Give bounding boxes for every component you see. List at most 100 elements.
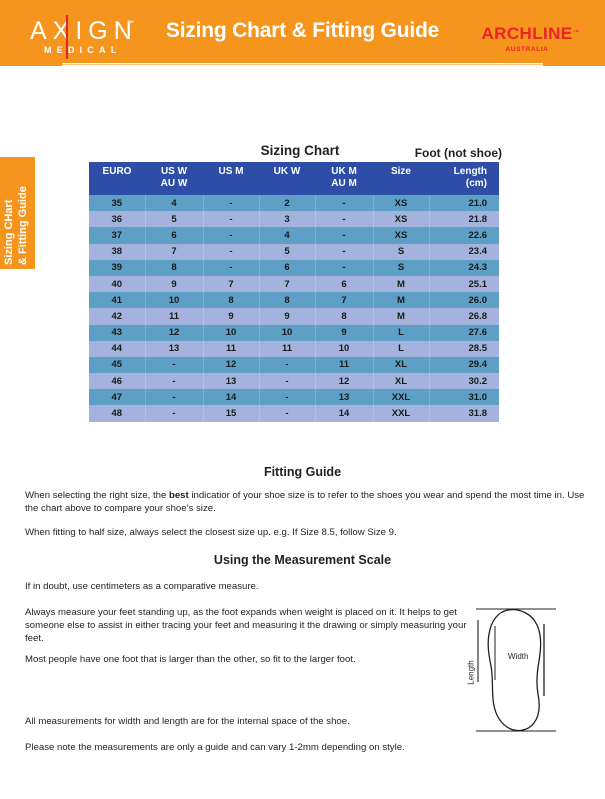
axign-subtext: MEDICAL bbox=[44, 45, 122, 55]
table-cell: 12 bbox=[315, 373, 374, 390]
measurement-paragraph-5: Please note the measurements are only a … bbox=[25, 742, 405, 753]
table-cell: - bbox=[203, 211, 260, 228]
column-header-us-m: US M bbox=[203, 162, 259, 195]
table-cell: 39 bbox=[89, 259, 146, 276]
table-cell: 48 bbox=[89, 405, 146, 422]
header-underline bbox=[0, 62, 605, 66]
table-cell: - bbox=[259, 405, 316, 422]
archline-wordmark-text: ARCHLINE bbox=[481, 24, 573, 43]
side-tab-sizing-chart[interactable]: Sizing CHart & Fitting Guide bbox=[0, 157, 35, 269]
table-cell: - bbox=[315, 195, 374, 212]
archline-subtext: AUSTRALIA bbox=[505, 46, 549, 53]
table-cell: 30.2 bbox=[429, 373, 499, 390]
table-cell: - bbox=[145, 405, 204, 422]
archline-wordmark: ARCHLINE ™ bbox=[481, 24, 579, 43]
table-cell: 43 bbox=[89, 324, 146, 341]
side-tab-label-line1: Sizing CHart bbox=[3, 199, 15, 265]
table-cell: 9 bbox=[145, 275, 204, 293]
table-cell: 5 bbox=[259, 243, 316, 260]
table-row: 45-12-11 XL 29.4 bbox=[89, 356, 499, 374]
table-cell: 7 bbox=[145, 243, 204, 260]
table-cell: 23.4 bbox=[429, 243, 499, 260]
table-cell: 11 bbox=[203, 340, 260, 357]
table-cell: 26.0 bbox=[429, 292, 499, 309]
table-cell: 35 bbox=[89, 195, 146, 212]
table-cell: - bbox=[145, 373, 204, 390]
table-cell: 4 bbox=[259, 227, 316, 244]
table-cell: - bbox=[145, 389, 204, 406]
table-cell: 21.8 bbox=[429, 211, 499, 228]
table-row: 36 5-3- XS 21.8 bbox=[89, 211, 499, 228]
table-cell: 4 bbox=[145, 195, 204, 212]
table-cell: 27.6 bbox=[429, 324, 499, 341]
foot-width-label: Width bbox=[508, 652, 529, 661]
table-cell: S bbox=[373, 243, 430, 260]
column-header-euro: EURO bbox=[89, 162, 145, 195]
table-cell: 47 bbox=[89, 389, 146, 406]
table-cell: XS bbox=[373, 195, 430, 212]
sizing-chart-title: Sizing Chart bbox=[260, 143, 340, 158]
page-header bbox=[0, 0, 605, 62]
table-row: 39 8-6- S 24.3 bbox=[89, 259, 499, 276]
table-cell: 42 bbox=[89, 308, 146, 325]
fg-p1-after: indicatior of your shoe size is to refer… bbox=[25, 490, 585, 515]
table-cell: 8 bbox=[315, 308, 374, 325]
sizing-chart-table: EURO US W AU W US M UK W UK M AU M Size Length (c… bbox=[89, 162, 499, 422]
table-cell: - bbox=[315, 211, 374, 228]
table-cell: 9 bbox=[315, 324, 374, 341]
table-cell: 6 bbox=[145, 227, 204, 244]
table-cell: 38 bbox=[89, 243, 146, 260]
measurement-paragraph-4: All measurements for width and length ar… bbox=[25, 716, 350, 727]
measurement-scale-heading: Using the Measurement Scale bbox=[213, 553, 392, 567]
table-cell: M bbox=[373, 308, 430, 325]
table-cell: 31.8 bbox=[429, 405, 499, 422]
table-cell: 5 bbox=[145, 211, 204, 228]
table-row: 37 6-4- XS 22.6 bbox=[89, 227, 499, 244]
table-cell: 29.4 bbox=[429, 356, 499, 374]
table-cell: 13 bbox=[145, 340, 204, 357]
table-cell: 10 bbox=[145, 292, 204, 309]
table-cell: 10 bbox=[315, 340, 374, 357]
table-cell: XXL bbox=[373, 389, 430, 406]
table-cell: M bbox=[373, 292, 430, 309]
column-header-uk-w: UK W bbox=[259, 162, 315, 195]
foot-length-label: Length bbox=[466, 660, 476, 685]
table-cell: XS bbox=[373, 227, 430, 244]
table-cell: 41 bbox=[89, 292, 146, 309]
fitting-guide-paragraph-2: When fitting to half size, always select… bbox=[25, 527, 397, 538]
sizing-chart-head: EURO US W AU W US M UK W UK M AU M Size Length (c… bbox=[89, 162, 499, 195]
table-cell: 10 bbox=[203, 324, 260, 341]
table-cell: 6 bbox=[315, 275, 374, 293]
table-cell: 40 bbox=[89, 275, 146, 293]
foot-not-shoe-note: Foot (not shoe) bbox=[414, 146, 502, 160]
table-cell: 44 bbox=[89, 340, 146, 357]
table-cell: - bbox=[203, 195, 260, 212]
side-tab-label-line2: & Fitting Guide bbox=[17, 186, 29, 265]
axign-medical-logo: AXIGN MEDICAL ™ bbox=[28, 15, 138, 59]
table-cell: - bbox=[203, 227, 260, 244]
table-cell: 14 bbox=[203, 389, 260, 406]
table-cell: 9 bbox=[259, 308, 316, 325]
axign-red-accent-line bbox=[66, 15, 68, 59]
table-row: 43 12 10 10 9 L 27.6 bbox=[89, 324, 499, 341]
header-underline-thin-rule bbox=[62, 64, 543, 65]
table-cell: 25.1 bbox=[429, 275, 499, 293]
table-cell: - bbox=[259, 356, 316, 374]
table-row: 46-13-12 XL 30.2 bbox=[89, 373, 499, 390]
table-cell: S bbox=[373, 259, 430, 276]
table-cell: XS bbox=[373, 211, 430, 228]
measurement-paragraph-3: Most people have one foot that is larger… bbox=[25, 654, 356, 665]
table-row: 41 10 8 8 7 M 26.0 bbox=[89, 292, 499, 309]
table-row: 42 11 9 9 8 M 26.8 bbox=[89, 308, 499, 325]
table-cell: 46 bbox=[89, 373, 146, 390]
table-cell: 12 bbox=[203, 356, 260, 374]
table-cell: - bbox=[145, 356, 204, 374]
table-cell: - bbox=[315, 243, 374, 260]
table-cell: 8 bbox=[203, 292, 260, 309]
table-cell: L bbox=[373, 324, 430, 341]
axign-wordmark: AXIGN bbox=[30, 17, 138, 45]
table-row: 38 7-5- S 23.4 bbox=[89, 243, 499, 260]
table-cell: 7 bbox=[203, 275, 260, 293]
table-cell: 7 bbox=[315, 292, 374, 309]
column-header-size: Size bbox=[373, 162, 429, 195]
